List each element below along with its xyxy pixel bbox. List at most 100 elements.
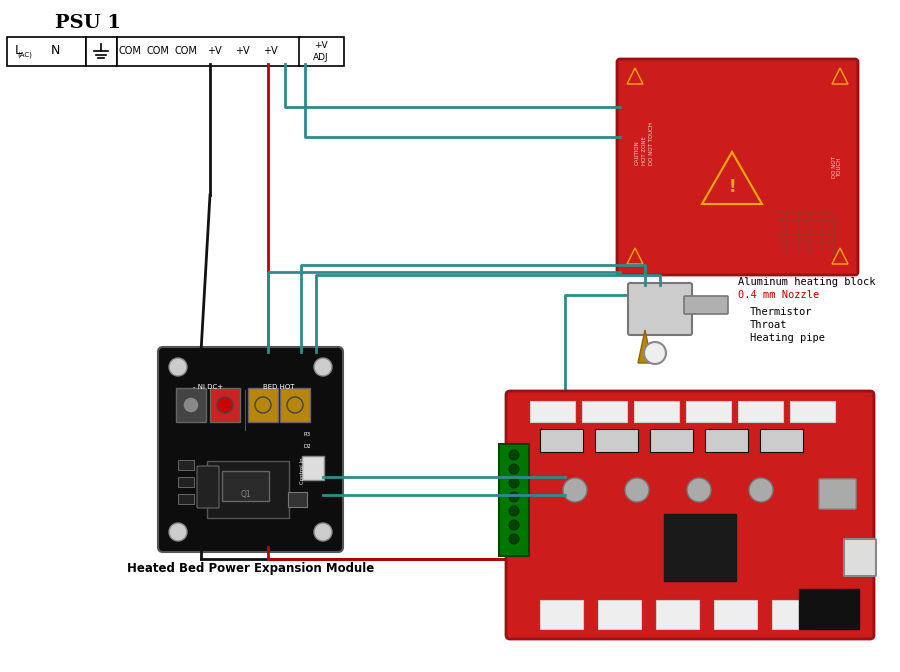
Text: D2: D2 (303, 444, 310, 449)
Circle shape (563, 478, 587, 502)
Text: CAUTION
HOT ZONE
DO NOT TOUCH: CAUTION HOT ZONE DO NOT TOUCH (635, 122, 654, 165)
FancyBboxPatch shape (844, 539, 876, 576)
Bar (789, 212, 798, 220)
FancyBboxPatch shape (499, 444, 529, 556)
Text: BED HOT: BED HOT (263, 384, 294, 390)
FancyBboxPatch shape (598, 599, 641, 628)
FancyBboxPatch shape (650, 429, 692, 452)
Circle shape (509, 450, 519, 460)
FancyBboxPatch shape (737, 401, 782, 421)
Bar (777, 223, 786, 231)
Bar (178, 494, 194, 504)
Text: PSU 1: PSU 1 (55, 14, 121, 32)
Text: R3: R3 (303, 432, 310, 437)
Polygon shape (832, 248, 848, 264)
Text: - NI DC+: - NI DC+ (193, 384, 223, 390)
Bar (825, 234, 834, 242)
FancyBboxPatch shape (819, 479, 856, 509)
FancyBboxPatch shape (287, 491, 307, 507)
FancyBboxPatch shape (176, 388, 206, 422)
Bar (813, 223, 822, 231)
FancyBboxPatch shape (158, 347, 343, 552)
Circle shape (625, 478, 649, 502)
Circle shape (287, 397, 303, 413)
Text: N: N (50, 44, 59, 58)
Polygon shape (832, 68, 848, 84)
Text: Heating pipe: Heating pipe (750, 333, 825, 343)
Circle shape (255, 397, 271, 413)
FancyBboxPatch shape (714, 599, 757, 628)
FancyBboxPatch shape (116, 36, 300, 65)
Bar (801, 234, 810, 242)
Text: Control In: Control In (300, 457, 305, 484)
Text: COM: COM (119, 46, 141, 56)
Text: COM: COM (147, 46, 169, 56)
FancyBboxPatch shape (207, 461, 289, 518)
Polygon shape (638, 330, 652, 363)
Bar (825, 223, 834, 231)
Polygon shape (627, 68, 643, 84)
FancyBboxPatch shape (539, 599, 582, 628)
Bar (825, 245, 834, 253)
Circle shape (509, 534, 519, 544)
Circle shape (509, 464, 519, 474)
Text: +V: +V (314, 40, 328, 50)
FancyBboxPatch shape (302, 456, 324, 480)
FancyBboxPatch shape (86, 36, 116, 65)
Text: !: ! (728, 178, 736, 196)
FancyBboxPatch shape (506, 391, 874, 639)
Text: +V: +V (263, 46, 277, 56)
FancyBboxPatch shape (248, 388, 278, 422)
FancyBboxPatch shape (760, 429, 803, 452)
Circle shape (509, 478, 519, 488)
FancyBboxPatch shape (799, 589, 859, 629)
Circle shape (509, 506, 519, 516)
Bar (777, 245, 786, 253)
Text: L: L (14, 44, 22, 56)
Circle shape (687, 478, 711, 502)
Bar (801, 212, 810, 220)
FancyBboxPatch shape (664, 514, 736, 581)
Circle shape (217, 397, 233, 413)
FancyBboxPatch shape (529, 401, 574, 421)
Bar (801, 223, 810, 231)
FancyBboxPatch shape (634, 401, 679, 421)
Bar (813, 234, 822, 242)
Text: DO NOT
TOUCH: DO NOT TOUCH (832, 156, 842, 178)
Circle shape (169, 523, 187, 541)
Polygon shape (627, 248, 643, 264)
Circle shape (644, 342, 666, 364)
Circle shape (749, 478, 773, 502)
Text: Thermistor: Thermistor (750, 307, 813, 317)
Text: Aluminum heating block: Aluminum heating block (738, 277, 876, 287)
FancyBboxPatch shape (617, 59, 858, 275)
Circle shape (314, 358, 332, 376)
FancyBboxPatch shape (581, 401, 626, 421)
Bar (813, 245, 822, 253)
Circle shape (183, 397, 199, 413)
FancyBboxPatch shape (595, 429, 637, 452)
FancyBboxPatch shape (539, 429, 582, 452)
Bar (813, 212, 822, 220)
Text: Q1: Q1 (240, 489, 251, 499)
FancyBboxPatch shape (705, 429, 748, 452)
Bar (178, 460, 194, 470)
FancyBboxPatch shape (684, 296, 728, 314)
FancyBboxPatch shape (6, 36, 85, 65)
Text: (AC): (AC) (18, 52, 32, 58)
Bar (801, 245, 810, 253)
Text: Heated Bed Power Expansion Module: Heated Bed Power Expansion Module (127, 562, 374, 575)
Bar (789, 223, 798, 231)
Text: COM: COM (175, 46, 197, 56)
Bar (789, 234, 798, 242)
FancyBboxPatch shape (222, 471, 269, 501)
Bar (178, 477, 194, 487)
FancyBboxPatch shape (789, 401, 834, 421)
Circle shape (509, 520, 519, 530)
Text: Throat: Throat (750, 320, 788, 330)
Circle shape (169, 358, 187, 376)
Circle shape (509, 492, 519, 502)
Polygon shape (702, 152, 762, 204)
FancyBboxPatch shape (210, 388, 240, 422)
Text: +V: +V (235, 46, 249, 56)
